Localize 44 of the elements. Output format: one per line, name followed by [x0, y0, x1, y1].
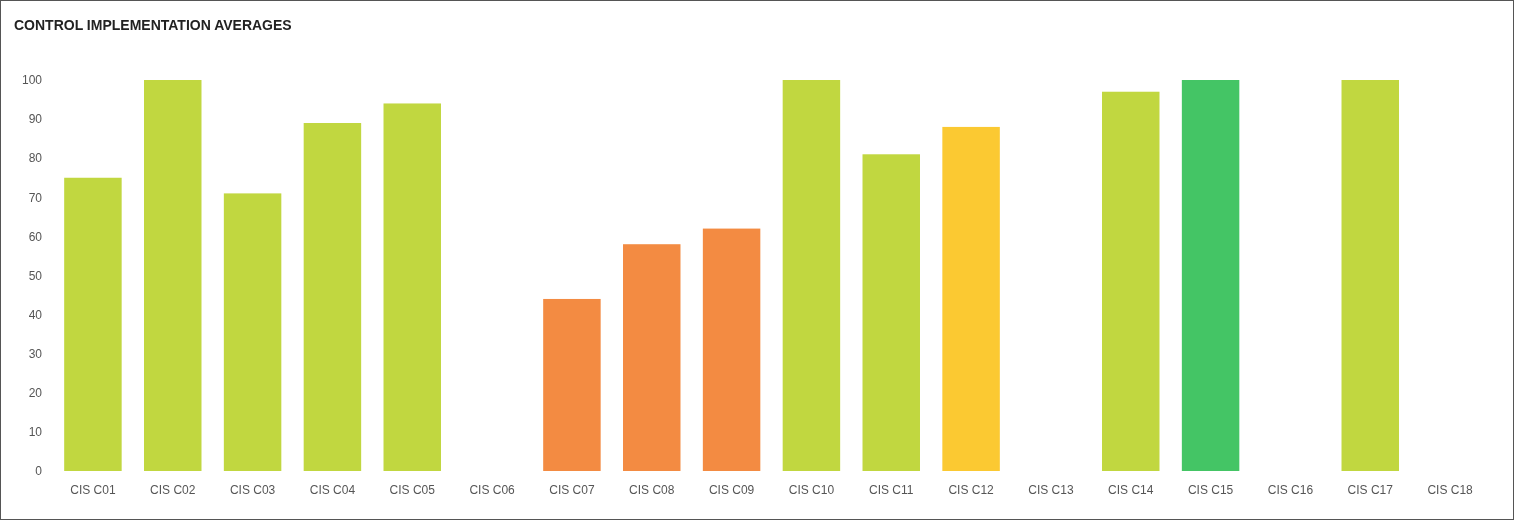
x-tick-label: CIS C04 — [309, 483, 356, 497]
y-tick-label: 10 — [28, 425, 43, 440]
x-tick-label: CIS C15 — [1187, 483, 1234, 497]
y-tick-label: 40 — [28, 307, 43, 322]
y-tick-label: 50 — [28, 268, 43, 283]
x-tick-label: CIS C07 — [549, 483, 595, 497]
bar — [702, 228, 761, 471]
x-tick-label: CIS C18 — [1427, 483, 1474, 497]
bar — [303, 123, 362, 471]
x-tick-label: CIS C17 — [1347, 483, 1394, 497]
x-tick-label: CIS C14 — [1108, 483, 1154, 497]
x-tick-label: CIS C10 — [788, 483, 835, 497]
y-tick-label: 20 — [28, 386, 43, 400]
x-tick-label: CIS C12 — [948, 483, 995, 497]
x-tick-label: CIS C02 — [150, 483, 196, 497]
bar — [1102, 91, 1160, 471]
y-tick-label: 80 — [28, 151, 43, 166]
bar — [782, 80, 841, 471]
y-tick-label: 60 — [28, 229, 43, 244]
x-tick-label: CIS C13 — [1028, 483, 1074, 497]
x-tick-label: CIS C11 — [869, 483, 914, 497]
bar — [543, 298, 601, 471]
y-tick-label: 30 — [28, 346, 43, 361]
x-tick-label: CIS C01 — [70, 483, 116, 497]
bar — [862, 154, 920, 471]
x-tick-label: CIS C08 — [629, 483, 675, 497]
y-tick-label: 0 — [35, 464, 43, 479]
bar — [942, 126, 1000, 471]
y-tick-label: 100 — [21, 73, 43, 88]
y-tick-label: 70 — [28, 190, 43, 205]
bar — [64, 177, 122, 471]
bar — [623, 244, 681, 471]
x-tick-label: CIS C05 — [389, 483, 436, 497]
x-tick-label: CIS C03 — [229, 483, 276, 497]
x-tick-label: CIS C09 — [708, 483, 755, 497]
x-tick-label: CIS C16 — [1267, 483, 1314, 497]
bar — [1341, 80, 1399, 471]
bar — [1181, 80, 1240, 471]
y-tick-label: 90 — [28, 112, 43, 127]
chart-title: CONTROL IMPLEMENTATION AVERAGES — [14, 17, 292, 33]
bar — [144, 80, 202, 471]
bar — [223, 193, 282, 471]
bar — [383, 103, 441, 471]
x-tick-label: CIS C06 — [469, 483, 516, 497]
